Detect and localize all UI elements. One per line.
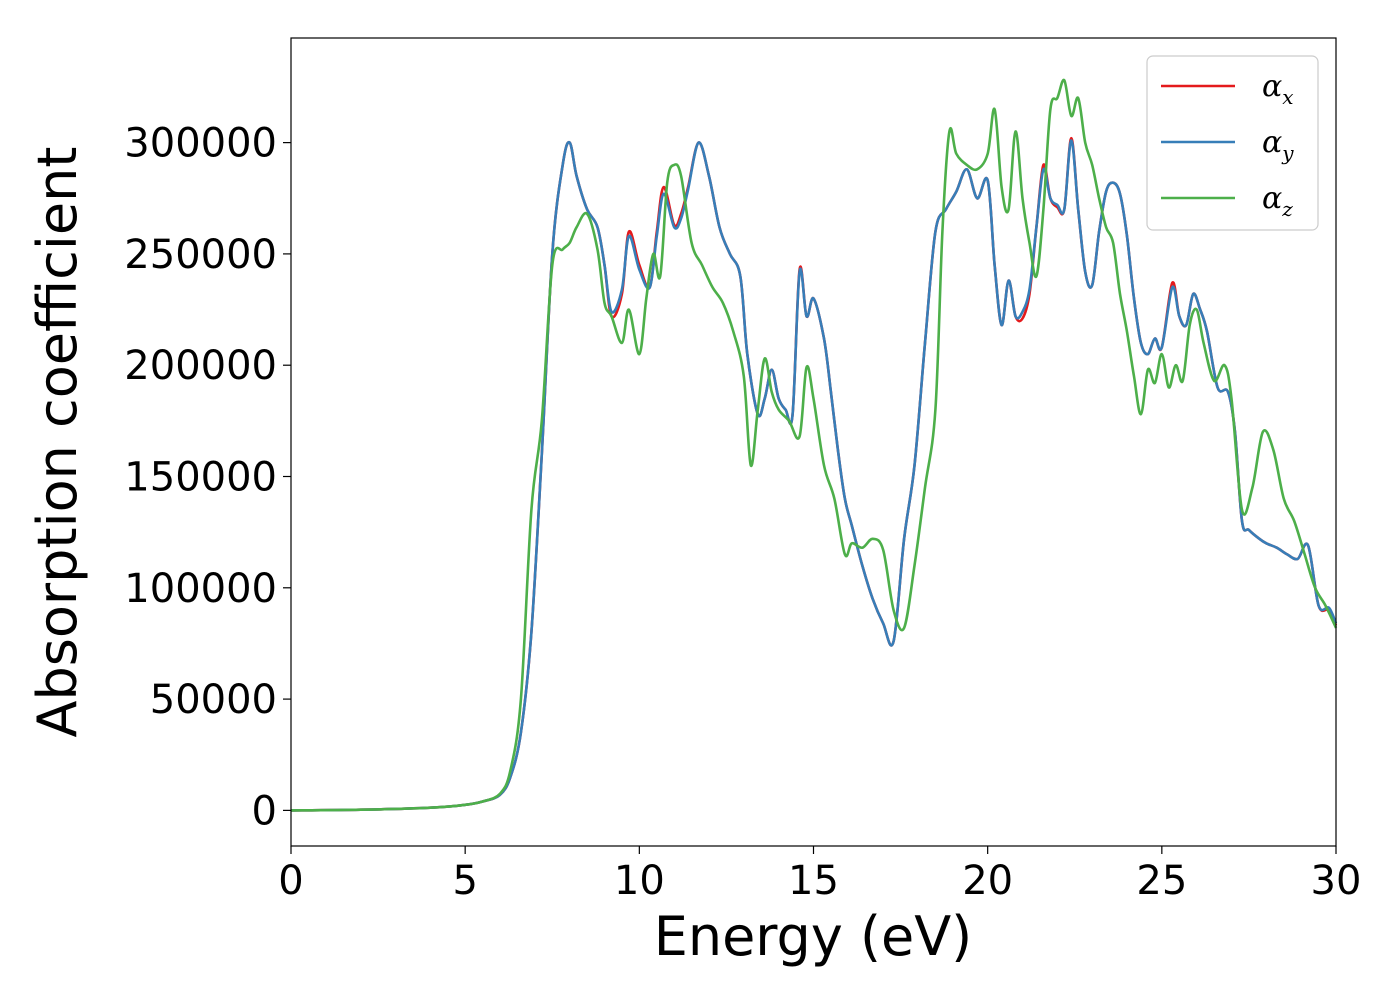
series-line-z xyxy=(290,78,1338,812)
x-axis: 0 5 10 15 20 25 30 xyxy=(278,846,1361,904)
x-tick-label: 15 xyxy=(788,858,839,904)
x-tick-label: 25 xyxy=(1136,858,1187,904)
series-layer xyxy=(290,78,1338,812)
y-tick-label: 200000 xyxy=(124,343,277,389)
x-tick-label: 20 xyxy=(962,858,1013,904)
series-line-y xyxy=(290,139,1338,812)
y-axis: 0 50000 100000 150000 200000 250000 300000 xyxy=(124,121,291,834)
x-tick-label: 5 xyxy=(452,858,477,904)
y-axis-title: Absorption coefficient xyxy=(26,147,89,738)
y-tick-label: 50000 xyxy=(150,677,277,723)
y-tick-label: 0 xyxy=(252,788,277,834)
x-tick-label: 30 xyxy=(1311,858,1362,904)
y-tick-label: 300000 xyxy=(124,121,277,167)
x-tick-label: 0 xyxy=(278,858,303,904)
y-tick-label: 250000 xyxy=(124,232,277,278)
x-tick-label: 10 xyxy=(614,858,665,904)
x-axis-title: Energy (eV) xyxy=(654,905,973,968)
y-tick-label: 150000 xyxy=(124,455,277,501)
y-tick-label: 100000 xyxy=(124,566,277,612)
